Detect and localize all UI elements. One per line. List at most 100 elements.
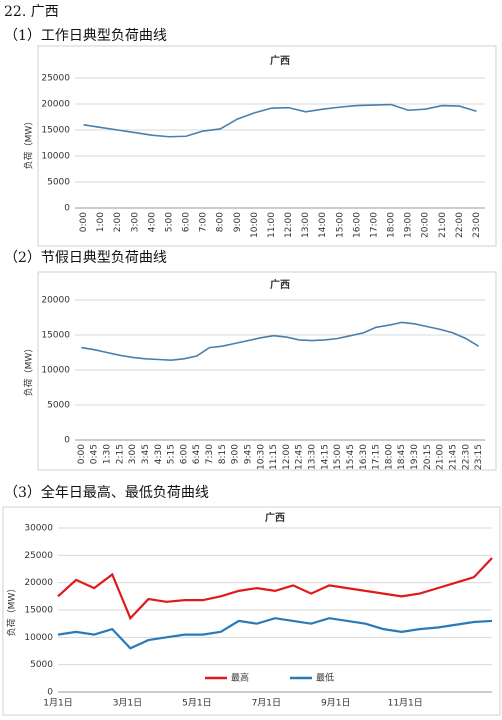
y-axis-label: 负荷（MW） <box>23 344 35 397</box>
x-tick-label: 9:00 <box>231 444 241 464</box>
x-tick-label: 18:00 <box>384 444 394 470</box>
y-tick-label: 10000 <box>41 152 70 162</box>
x-tick-label: 6:45 <box>192 444 202 464</box>
caption: （1）工作日典型负荷曲线 <box>4 28 167 44</box>
x-tick-label: 11:00 <box>267 212 277 238</box>
x-tick-label: 0:00 <box>79 212 89 232</box>
x-tick-label: 16:30 <box>359 444 369 470</box>
x-tick-label: 5:15 <box>167 444 177 464</box>
x-tick-label: 16:00 <box>352 212 362 238</box>
y-tick-label: 15000 <box>41 331 70 341</box>
x-tick-label: 4:00 <box>147 212 157 232</box>
x-tick-label: 7月1日 <box>252 698 281 709</box>
chart-title: 广西 <box>270 278 290 291</box>
x-tick-label: 3:45 <box>141 444 151 464</box>
y-tick-label: 5000 <box>47 178 70 188</box>
x-tick-label: 4:30 <box>154 444 164 464</box>
chart-frame <box>37 45 497 247</box>
y-axis-label: 负荷（MW） <box>6 584 18 637</box>
x-tick-label: 12:45 <box>295 444 305 470</box>
x-tick-label: 14:15 <box>320 444 330 470</box>
x-tick-label: 15:45 <box>346 444 356 470</box>
y-tick-label: 0 <box>64 436 70 446</box>
y-tick-label: 15000 <box>24 606 53 616</box>
series-line <box>57 617 493 650</box>
x-tick-label: 0:00 <box>77 444 87 464</box>
series-line <box>81 321 480 362</box>
caption: （2）节假日典型负荷曲线 <box>4 250 167 266</box>
x-tick-label: 22:30 <box>461 444 471 470</box>
y-tick-label: 10000 <box>24 633 53 643</box>
x-tick-label: 8:00 <box>216 212 226 232</box>
x-tick-label: 15:00 <box>333 444 343 470</box>
x-tick-label: 14:00 <box>318 212 328 238</box>
x-tick-label: 18:45 <box>397 444 407 470</box>
y-tick-label: 5000 <box>47 401 70 411</box>
x-tick-label: 7:00 <box>199 212 209 232</box>
chart-frame <box>37 271 497 471</box>
x-tick-label: 3:00 <box>130 212 140 232</box>
chart-title: 广西 <box>265 511 285 524</box>
x-tick-label: 21:45 <box>448 444 458 470</box>
x-tick-label: 11月1日 <box>388 698 423 709</box>
caption: （3）全年日最高、最低负荷曲线 <box>4 484 209 501</box>
y-tick-label: 20000 <box>24 578 53 588</box>
x-tick-label: 9:45 <box>243 444 253 464</box>
y-tick-label: 25000 <box>41 74 70 84</box>
x-tick-label: 19:00 <box>404 212 414 238</box>
x-tick-label: 5月1日 <box>182 698 211 709</box>
x-tick-label: 21:00 <box>438 212 448 238</box>
x-tick-label: 20:00 <box>421 212 431 238</box>
x-tick-label: 1:30 <box>103 444 113 464</box>
legend-label: 最低 <box>316 672 334 684</box>
x-tick-label: 20:15 <box>423 444 433 470</box>
y-axis-label: 负荷（MW） <box>23 117 35 170</box>
x-tick-label: 2:00 <box>113 212 123 232</box>
x-tick-label: 13:30 <box>308 444 318 470</box>
x-tick-label: 12:00 <box>284 212 294 238</box>
y-tick-label: 30000 <box>24 524 53 534</box>
x-tick-label: 23:00 <box>472 212 482 238</box>
x-tick-label: 6:00 <box>179 444 189 464</box>
y-tick-label: 20000 <box>41 296 70 306</box>
x-tick-label: 5:00 <box>164 212 174 232</box>
y-tick-label: 5000 <box>30 660 53 670</box>
x-tick-label: 17:15 <box>372 444 382 470</box>
x-tick-label: 10:00 <box>250 212 260 238</box>
x-tick-label: 17:00 <box>369 212 379 238</box>
x-tick-label: 3:00 <box>128 444 138 464</box>
y-tick-label: 25000 <box>24 551 53 561</box>
x-tick-label: 1月1日 <box>43 698 72 709</box>
x-tick-label: 18:00 <box>387 212 397 238</box>
x-tick-label: 12:00 <box>282 444 292 470</box>
y-tick-label: 0 <box>47 688 53 698</box>
x-tick-label: 23:15 <box>474 444 484 470</box>
y-tick-label: 10000 <box>41 366 70 376</box>
x-tick-label: 0:45 <box>90 444 100 464</box>
x-tick-label: 21:00 <box>436 444 446 470</box>
legend-label: 最高 <box>231 672 249 684</box>
x-tick-label: 1:00 <box>96 212 106 232</box>
chart-title: 广西 <box>270 54 290 67</box>
x-tick-label: 19:30 <box>410 444 420 470</box>
x-tick-label: 7:30 <box>205 444 215 464</box>
chart-frame <box>2 506 501 716</box>
x-tick-label: 6:00 <box>182 212 192 232</box>
x-tick-label: 9月1日 <box>321 698 350 709</box>
x-tick-label: 3月1日 <box>113 698 142 709</box>
y-tick-label: 20000 <box>41 100 70 110</box>
x-tick-label: 2:15 <box>115 444 125 464</box>
x-tick-label: 8:15 <box>218 444 228 464</box>
x-tick-label: 11:15 <box>269 444 279 470</box>
series-line <box>83 103 477 138</box>
y-tick-label: 15000 <box>41 126 70 136</box>
x-tick-label: 15:00 <box>335 212 345 238</box>
x-tick-label: 9:00 <box>233 212 243 232</box>
x-tick-label: 13:00 <box>301 212 311 238</box>
heading: 22. 广西 <box>4 4 59 20</box>
y-tick-label: 0 <box>64 204 70 214</box>
x-tick-label: 22:00 <box>455 212 465 238</box>
series-line <box>57 557 493 621</box>
x-tick-label: 10:30 <box>256 444 266 470</box>
